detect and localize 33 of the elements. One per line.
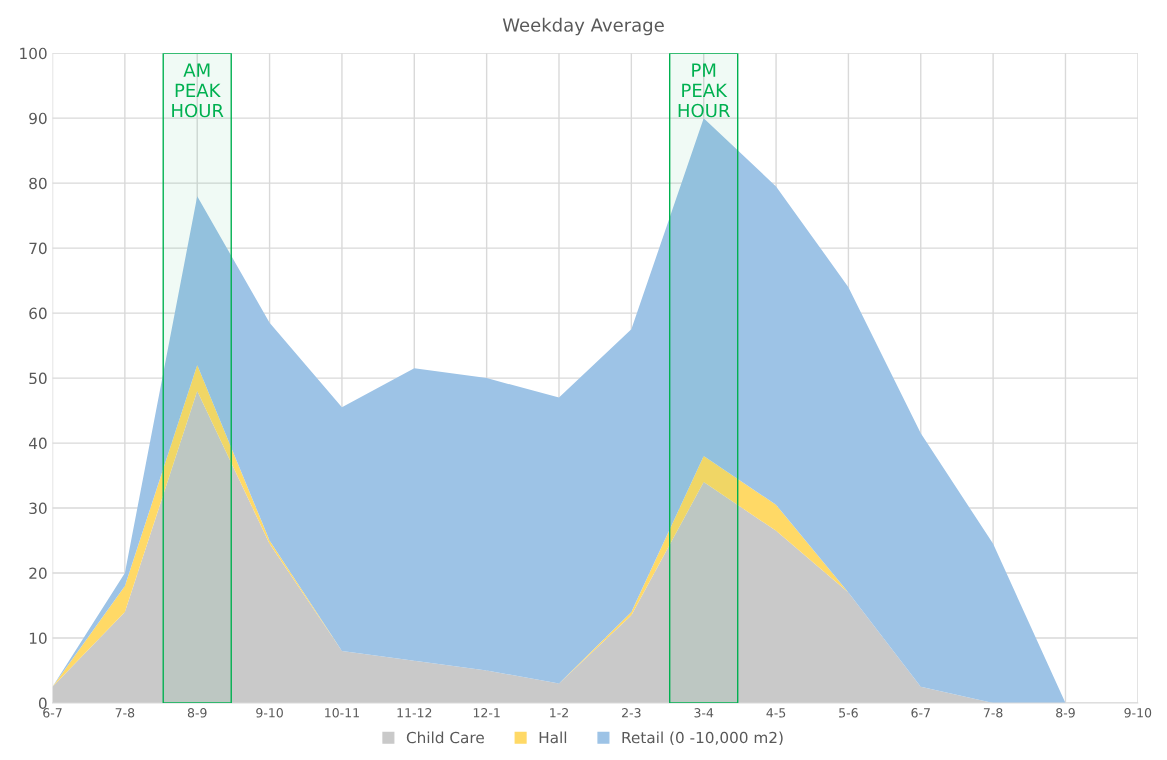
x-tick-label: 7-8 <box>115 708 135 718</box>
x-tick-label: 5-6 <box>839 708 858 718</box>
y-tick-label: 30 <box>29 502 47 515</box>
x-tick-label: 3-4 <box>694 708 714 718</box>
x-tick-label: 8-9 <box>187 708 207 718</box>
band-label: PM PEAK HOUR <box>678 63 730 118</box>
x-tick-label: 2-3 <box>622 708 641 718</box>
x-tick-label: 9-10 <box>1124 708 1152 718</box>
y-tick-label: 10 <box>29 632 47 645</box>
x-tick-label: 8-9 <box>1056 708 1075 718</box>
y-tick-label: 20 <box>29 567 47 580</box>
y-tick-label: 0 <box>38 697 47 710</box>
x-tick-label: 12-1 <box>473 708 500 718</box>
x-tick-label: 9-10 <box>256 708 283 718</box>
y-tick-label: 90 <box>29 112 47 125</box>
x-tick-label: 7-8 <box>983 708 1003 718</box>
y-tick-label: 100 <box>20 47 47 60</box>
legend-label: Retail (0 -10,000 m2) <box>622 731 783 746</box>
x-tick-label: 11-12 <box>397 708 432 718</box>
y-tick-label: 40 <box>28 437 47 450</box>
band-label: AM PEAK HOUR <box>172 63 224 118</box>
y-tick-label: 70 <box>29 242 47 255</box>
x-tick-label: 1-2 <box>550 708 568 718</box>
y-tick-label: 60 <box>29 307 47 320</box>
y-tick-label: 80 <box>29 177 47 190</box>
legend-label: Child Care <box>406 731 484 744</box>
x-tick-label: 6-7 <box>911 708 930 718</box>
chart-title: Weekday Average <box>502 17 664 36</box>
x-tick-label: 6-7 <box>43 708 62 718</box>
y-tick-label: 50 <box>29 372 47 385</box>
legend-label: Hall <box>539 731 567 744</box>
x-tick-label: 4-5 <box>766 708 786 718</box>
x-tick-label: 10-11 <box>325 708 359 718</box>
